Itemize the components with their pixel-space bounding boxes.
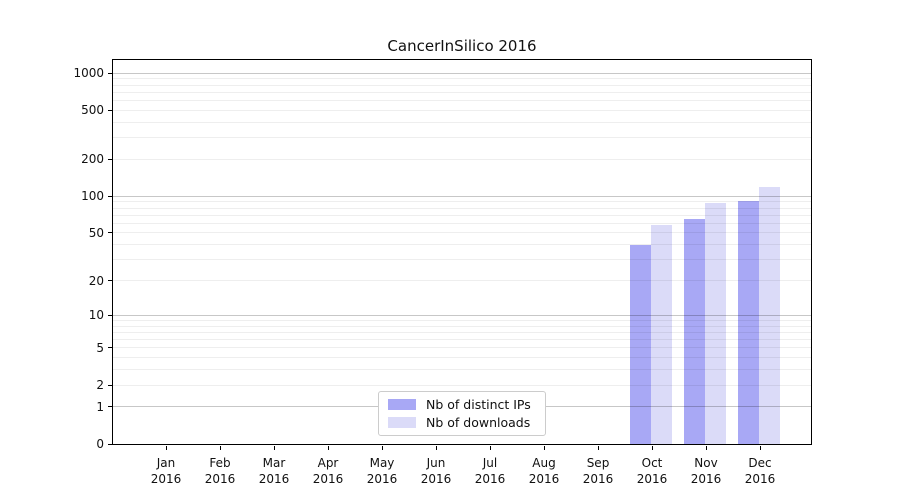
- chart-title: CancerInSilico 2016: [387, 37, 537, 55]
- x-axis-tick-label-line: Sep: [586, 456, 610, 470]
- y-axis-tick-label: 200: [81, 152, 104, 167]
- x-axis-tick-label-line: Dec: [748, 456, 772, 470]
- x-axis-tick-label: Jun 2016: [406, 455, 466, 487]
- x-axis-tick-label-line: Apr: [317, 456, 339, 470]
- y-axis-tick: [108, 195, 112, 197]
- x-axis-tick: [435, 446, 437, 450]
- x-axis-tick-label: Apr 2016: [298, 455, 358, 487]
- y-axis-tick-label: 10: [88, 308, 104, 323]
- gridline-minor: [113, 100, 811, 102]
- legend-swatch-nb-of-downloads: [388, 417, 416, 429]
- gridline-major: [113, 195, 811, 197]
- y-axis-tick: [108, 314, 112, 316]
- x-axis-tick-label-line: 2016: [366, 472, 398, 486]
- legend-label: Nb of distinct IPs: [426, 396, 531, 412]
- y-axis-tick-label: 50: [88, 225, 104, 240]
- bar-nb-of-distinct-ips-dec-2016: [738, 201, 759, 444]
- legend-item: Nb of downloads: [379, 415, 545, 430]
- gridline-minor: [113, 109, 811, 111]
- x-axis-tick-label-line: 2016: [420, 472, 452, 486]
- x-axis-tick-label: Feb 2016: [190, 455, 250, 487]
- x-axis-tick-label-line: 2016: [204, 472, 236, 486]
- x-axis-tick-label-line: Jun: [426, 456, 446, 470]
- x-axis-tick-label: Nov 2016: [676, 455, 736, 487]
- x-axis-tick: [273, 446, 275, 450]
- gridline-minor: [113, 158, 811, 160]
- bar-nb-of-downloads-nov-2016: [705, 202, 726, 444]
- x-axis-tick-label: Dec 2016: [730, 455, 790, 487]
- x-axis-tick-label-line: Jul: [482, 456, 498, 470]
- gridline-minor: [113, 137, 811, 139]
- legend-swatch-nb-of-distinct-ips: [388, 398, 416, 410]
- y-axis-tick-label: 2: [96, 378, 104, 393]
- bar-nb-of-downloads-oct-2016: [651, 225, 672, 444]
- x-axis-tick-label-line: 2016: [528, 472, 560, 486]
- y-axis-tick-label: 100: [81, 189, 104, 204]
- y-axis-tick: [108, 443, 112, 445]
- x-axis-tick: [543, 446, 545, 450]
- legend-label: Nb of downloads: [426, 415, 531, 431]
- x-axis-tick: [759, 446, 761, 450]
- gridline-major: [113, 72, 811, 74]
- x-axis-tick-label-line: 2016: [258, 472, 290, 486]
- x-axis-tick: [651, 446, 653, 450]
- bar-nb-of-downloads-dec-2016: [759, 186, 780, 444]
- x-axis-tick-label: Jan 2016: [136, 455, 196, 487]
- x-axis-tick-label-line: 2016: [150, 472, 182, 486]
- x-axis-tick: [219, 446, 221, 450]
- y-axis-tick: [108, 232, 112, 234]
- x-axis-tick-label-line: Jan: [156, 456, 176, 470]
- y-axis-tick-label: 0: [96, 437, 104, 451]
- x-axis-tick-label-line: Feb: [209, 456, 231, 470]
- x-axis-tick-label-line: 2016: [312, 472, 344, 486]
- y-axis-tick: [108, 280, 112, 282]
- x-axis-tick-label: Jul 2016: [460, 455, 520, 487]
- x-axis-tick-label: May 2016: [352, 455, 412, 487]
- x-axis-tick-label-line: 2016: [582, 472, 614, 486]
- x-axis-tick-label-line: 2016: [474, 472, 506, 486]
- x-axis-tick-label-line: 2016: [636, 472, 668, 486]
- plot-area: 0 1 2 5 10 20 50 100 200 500 1000 Jan 2016 Feb 2016 Mar…: [73, 59, 812, 486]
- x-axis-tick: [705, 446, 707, 450]
- x-axis-tick-label-line: 2016: [744, 472, 776, 486]
- x-axis-tick-label: Sep 2016: [568, 455, 628, 487]
- x-axis-tick-label: Mar 2016: [244, 455, 304, 487]
- y-axis-tick: [108, 109, 112, 111]
- x-axis-tick-label-line: 2016: [690, 472, 722, 486]
- x-axis-tick-label-line: Oct: [641, 456, 663, 470]
- legend: Nb of distinct IPs Nb of downloads: [378, 391, 546, 436]
- y-axis-tick-label: 500: [81, 103, 104, 118]
- bar-nb-of-distinct-ips-nov-2016: [684, 219, 705, 444]
- y-axis-tick: [108, 384, 112, 386]
- y-axis-tick-label: 1: [96, 399, 104, 414]
- y-axis-tick-label: 5: [96, 340, 104, 355]
- y-axis-tick-label: 1000: [73, 66, 104, 81]
- gridline-minor: [113, 78, 811, 80]
- x-axis-tick-label-line: May: [369, 456, 395, 470]
- y-axis-tick-label: 20: [88, 273, 104, 288]
- x-axis-tick-label: Oct 2016: [622, 455, 682, 487]
- x-axis-tick-label: Aug 2016: [514, 455, 574, 487]
- legend-item: Nb of distinct IPs: [379, 397, 545, 412]
- y-axis-tick: [108, 72, 112, 74]
- x-axis-tick: [489, 446, 491, 450]
- x-axis-tick-label-line: Aug: [532, 456, 556, 470]
- gridline-minor: [113, 91, 811, 93]
- y-axis-tick: [108, 158, 112, 160]
- x-axis-tick: [327, 446, 329, 450]
- x-axis-tick: [381, 446, 383, 450]
- y-axis-tick: [108, 347, 112, 349]
- gridline-minor: [113, 84, 811, 86]
- y-axis-tick: [108, 406, 112, 408]
- x-axis-tick-label-line: Nov: [694, 456, 718, 470]
- gridline-minor: [113, 121, 811, 123]
- x-axis-tick-label-line: Mar: [262, 456, 286, 470]
- x-axis-tick: [597, 446, 599, 450]
- bar-nb-of-distinct-ips-oct-2016: [630, 244, 651, 444]
- x-axis-tick: [165, 446, 167, 450]
